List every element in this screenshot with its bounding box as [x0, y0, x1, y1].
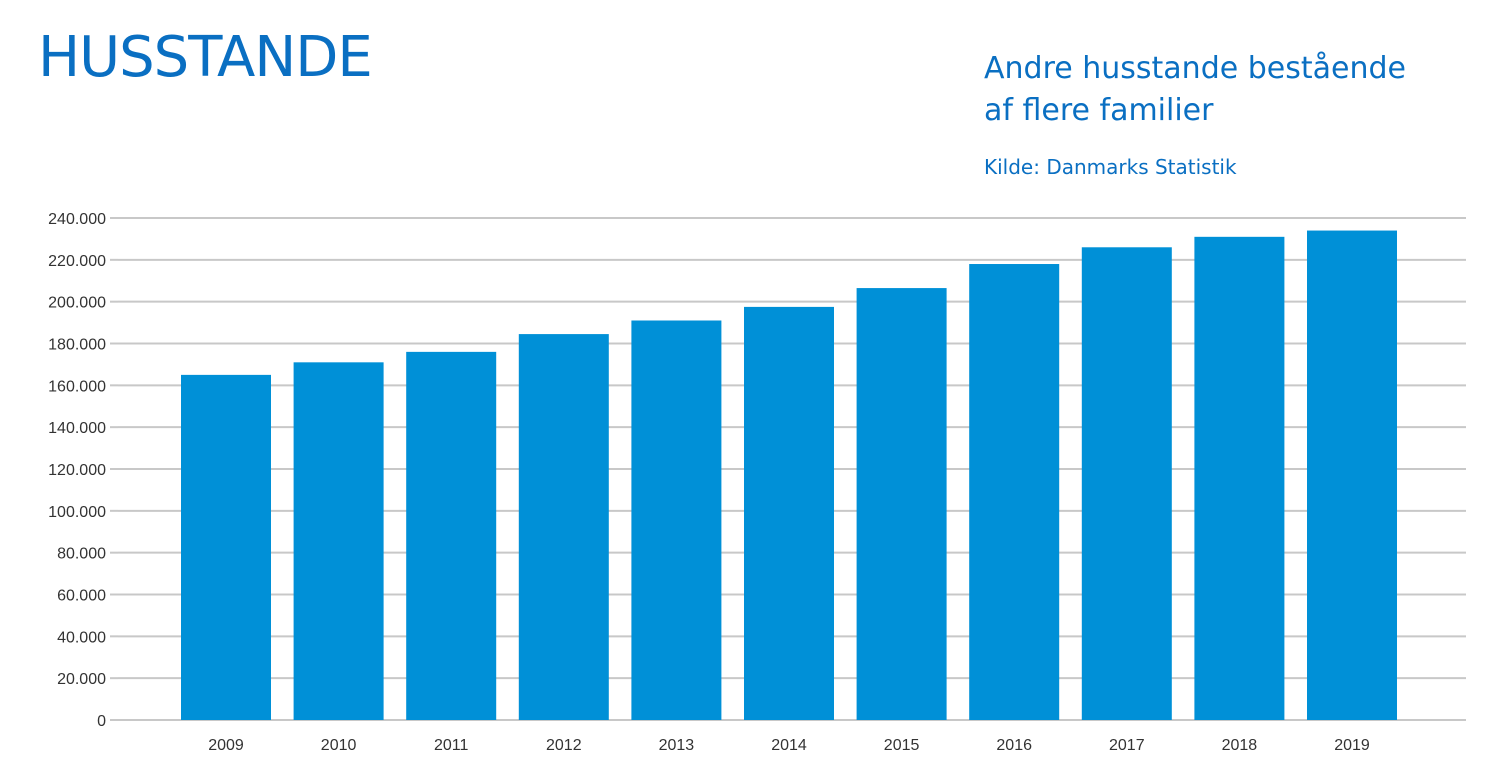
- x-tick-label: 2014: [771, 737, 807, 754]
- bar-2018: [1194, 236, 1285, 720]
- bar-2009: [181, 374, 271, 720]
- y-tick-label: 80.000: [57, 546, 106, 563]
- x-tick-label: 2018: [1222, 737, 1258, 754]
- y-tick-label: 160.000: [48, 378, 106, 395]
- y-tick-label: 240.000: [48, 211, 106, 228]
- y-tick-label: 200.000: [48, 295, 106, 312]
- y-tick-label: 120.000: [48, 462, 106, 479]
- y-tick-label: 60.000: [57, 588, 106, 605]
- y-tick-label: 180.000: [48, 337, 106, 354]
- bar-2019: [1307, 230, 1397, 721]
- x-tick-label: 2012: [546, 737, 582, 754]
- source-note: Kilde: Danmarks Statistik: [984, 155, 1237, 179]
- bars: [181, 230, 1397, 721]
- bar-2014: [744, 306, 834, 720]
- x-axis-labels: 2009 2010 2011 2012 2013 2014 2015 2016 2017 2018…: [208, 737, 1370, 754]
- bar-2015: [856, 288, 947, 720]
- x-tick-label: 2015: [884, 737, 920, 754]
- x-tick-label: 2010: [321, 737, 357, 754]
- y-tick-label: 100.000: [48, 504, 106, 521]
- x-tick-label: 2013: [659, 737, 695, 754]
- page-title: HUSSTANDE: [38, 25, 373, 90]
- y-tick-label: 40.000: [57, 629, 106, 646]
- x-tick-label: 2017: [1109, 737, 1145, 754]
- y-tick-label: 0: [97, 713, 106, 730]
- x-tick-label: 2019: [1334, 737, 1370, 754]
- x-tick-label: 2009: [208, 737, 244, 754]
- bar-2010: [293, 362, 384, 720]
- x-tick-label: 2016: [996, 737, 1032, 754]
- bar-2011: [406, 351, 497, 720]
- y-tick-label: 220.000: [48, 253, 106, 270]
- bar-2016: [969, 264, 1060, 720]
- chart-subtitle: Andre husstande bestående af flere famil…: [984, 51, 1406, 128]
- bar-2017: [1081, 247, 1172, 721]
- bar-2012: [518, 334, 609, 720]
- y-tick-label: 20.000: [57, 671, 106, 688]
- x-tick-label: 2011: [434, 737, 469, 754]
- y-axis-labels: 0 20.000 40.000 60.000 80.000 100.000 120.000 1…: [48, 211, 106, 730]
- bar-2013: [631, 320, 722, 720]
- y-tick-label: 140.000: [48, 420, 106, 437]
